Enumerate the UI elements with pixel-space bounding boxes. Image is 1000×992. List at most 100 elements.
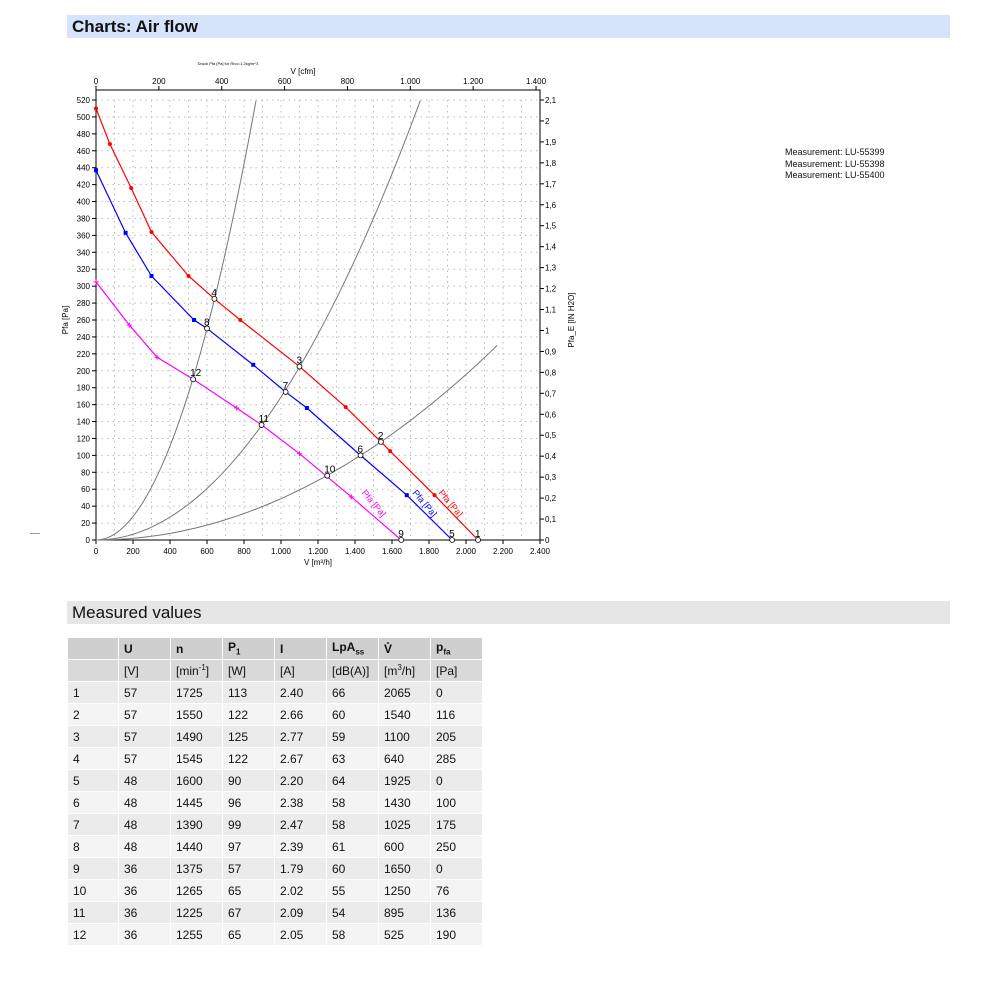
table-cell: 90	[222, 769, 275, 792]
table-cell: 63	[326, 747, 379, 770]
y-tick-label: 300	[77, 282, 91, 291]
table-cell: 64	[326, 769, 379, 792]
y-tick-label: 520	[77, 96, 91, 105]
air-flow-chart: 0 200 400 600 800 1.000 1.200 1.400 1.600 1.800 2.…	[61, 61, 576, 567]
x-tick-label: 1.800	[419, 547, 440, 556]
x-tick-label: 1.400	[345, 547, 366, 556]
operating-point-label: 1	[475, 529, 481, 540]
y2-tick-label: 0,8	[545, 368, 557, 377]
table-cell: 100	[430, 791, 483, 814]
data-point	[149, 274, 154, 278]
operating-point-label: 7	[283, 381, 289, 392]
unit-cell: [Pa]	[430, 659, 483, 682]
y-tick-label: 0	[86, 536, 91, 545]
table-cell: 2.77	[274, 725, 327, 748]
table-cell: 36	[118, 879, 171, 902]
y2-tick-label: 0,4	[545, 452, 557, 461]
data-point	[432, 493, 437, 498]
curve-label: Pfa [Pa]	[360, 488, 388, 519]
table-row: 5 48 1600 90 2.20 64 1925 0	[67, 769, 483, 792]
subscript: ss	[355, 647, 365, 657]
y-tick-label: 320	[77, 265, 91, 274]
table-cell: 285	[430, 747, 483, 770]
column-header: pfa	[430, 637, 483, 660]
table-cell: 3	[67, 725, 119, 748]
table-cell: 58	[326, 923, 379, 946]
y-tick-label: 260	[77, 316, 91, 325]
table-row: 10 36 1265 65 2.02 55 1250 76	[67, 879, 483, 902]
curve-label: Pfa [Pa]	[436, 488, 464, 519]
table-cell: 2.40	[274, 681, 327, 704]
table-cell: 10	[67, 879, 119, 902]
y-tick-label: 180	[77, 384, 91, 393]
table-cell: 97	[222, 835, 275, 858]
table-cell: 7	[67, 813, 119, 836]
table-cell: 48	[118, 835, 171, 858]
table-cell: 65	[222, 879, 275, 902]
table-cell: 1025	[378, 813, 431, 836]
table-cell: 1250	[378, 879, 431, 902]
y-tick-label: 100	[77, 451, 91, 460]
legend-item: Measurement: LU-55399	[785, 147, 885, 157]
table-cell: 5	[67, 769, 119, 792]
data-point	[388, 449, 393, 454]
table-cell: 1	[67, 681, 119, 704]
table-cell: 2.39	[274, 835, 327, 858]
y2-tick-label: 0,7	[545, 389, 557, 398]
y-tick-label: 60	[81, 485, 90, 494]
table-cell: 2.20	[274, 769, 327, 792]
table-cell: 116	[430, 703, 483, 726]
operating-point	[475, 537, 481, 543]
table-cell: 66	[326, 681, 379, 704]
data-point	[154, 354, 160, 360]
x-tick-label: 1.000	[271, 547, 292, 556]
operating-point	[449, 537, 456, 543]
data-point	[234, 405, 240, 411]
column-header: U	[118, 637, 171, 660]
x2-tick-label: 1.000	[400, 77, 421, 86]
table-cell: 1600	[170, 769, 223, 792]
y-tick-label: 420	[77, 181, 91, 190]
operating-point	[377, 438, 384, 445]
table-cell: 99	[222, 813, 275, 836]
table-cell: 48	[118, 813, 171, 836]
table-cell: 0	[430, 857, 483, 880]
y2-tick-label: 0,9	[545, 347, 557, 356]
data-point	[94, 168, 98, 173]
y-tick-label: 240	[77, 333, 91, 342]
operating-point-label: 2	[378, 431, 384, 442]
unit-cell: [min-1]	[170, 659, 223, 682]
y2-tick-label: 0,1	[545, 515, 557, 524]
table-cell: 96	[222, 791, 275, 814]
operating-point-label: 8	[204, 317, 210, 328]
table-row: 8 48 1440 97 2.39 61 600 250	[67, 835, 483, 858]
operating-point	[357, 452, 364, 459]
y2-tick-label: 0,6	[545, 410, 557, 419]
y2-tick-label: 2,1	[545, 96, 557, 105]
legend-item: Measurement: LU-55400	[785, 170, 885, 180]
legend-item: Measurement: LU-55398	[785, 158, 885, 169]
unit-cell: [dB(A)]	[326, 659, 379, 682]
table-cell: 895	[378, 901, 431, 924]
table-cell: 48	[118, 769, 171, 792]
table-row: 11 36 1225 67 2.09 54 895 136	[67, 901, 483, 924]
table-cell: 250	[430, 835, 483, 858]
data-point	[126, 322, 132, 328]
y2-axis-label: Pfa_E [IN H2O]	[567, 292, 576, 347]
fan-curve	[95, 169, 453, 541]
column-header: P1	[222, 637, 275, 660]
table-cell: 122	[222, 747, 275, 770]
x2-tick-label: 400	[215, 77, 229, 86]
table-cell: 36	[118, 923, 171, 946]
data-point	[94, 106, 98, 111]
table-cell: 136	[430, 901, 483, 924]
y-tick-label: 440	[77, 164, 91, 173]
fan-curve	[95, 108, 479, 541]
x-tick-label: 400	[163, 547, 177, 556]
table-cell: 57	[222, 857, 275, 880]
operating-point-label: 5	[449, 529, 455, 540]
table-cell: 57	[118, 681, 171, 704]
y-tick-label: 80	[81, 468, 90, 477]
operating-point-label: 12	[190, 368, 202, 379]
